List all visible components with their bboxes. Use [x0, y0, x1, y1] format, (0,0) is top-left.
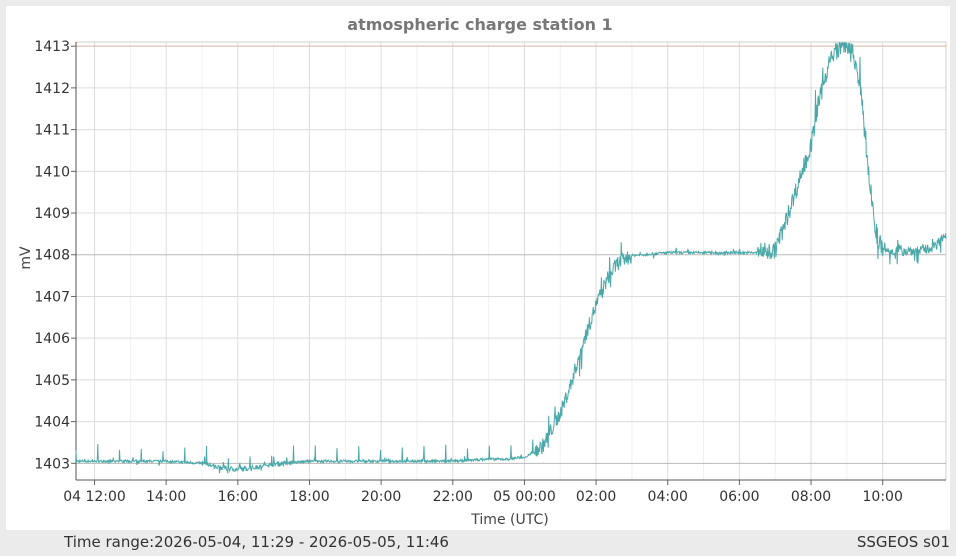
chart-title: atmospheric charge station 1 — [347, 15, 612, 34]
x-tick-label: 04 12:00 — [63, 489, 126, 505]
x-tick-label: 02:00 — [576, 489, 616, 505]
x-axis-label: Time (UTC) — [470, 512, 548, 528]
y-tick-label: 1409 — [34, 206, 70, 222]
y-tick-label: 1404 — [34, 415, 70, 431]
y-tick-label: 1412 — [34, 81, 70, 97]
x-tick-label: 10:00 — [863, 489, 903, 505]
x-tick-label: 16:00 — [218, 489, 258, 505]
x-tick-label: 04:00 — [648, 489, 688, 505]
x-tick-label: 22:00 — [433, 489, 473, 505]
series-line — [75, 42, 947, 474]
y-tick-label: 1405 — [34, 373, 70, 389]
y-tick-label: 1410 — [34, 164, 70, 180]
x-tick-label: 05 00:00 — [493, 489, 556, 505]
time-range-label: Time range:2026-05-04, 11:29 - 2026-05-0… — [64, 533, 449, 551]
y-axis-label: mV — [18, 246, 34, 270]
y-tick-label: 1403 — [34, 456, 70, 472]
x-tick-label: 18:00 — [289, 489, 329, 505]
y-tick-label: 1411 — [34, 123, 70, 139]
x-tick-label: 08:00 — [791, 489, 831, 505]
y-tick-label: 1407 — [34, 289, 70, 305]
y-tick-label: 1408 — [34, 248, 70, 264]
y-tick-label: 1406 — [34, 331, 70, 347]
plot-area: 04 12:00 14:00 16:00 18:00 20:00 22:00 05 00:0… — [34, 39, 947, 505]
station-id-label: SSGEOS s01 — [856, 533, 950, 551]
x-tick-label: 14:00 — [146, 489, 186, 505]
y-tick-label: 1413 — [34, 39, 70, 55]
x-tick-label: 06:00 — [719, 489, 759, 505]
x-tick-label: 20:00 — [361, 489, 401, 505]
plot-background — [75, 41, 947, 481]
